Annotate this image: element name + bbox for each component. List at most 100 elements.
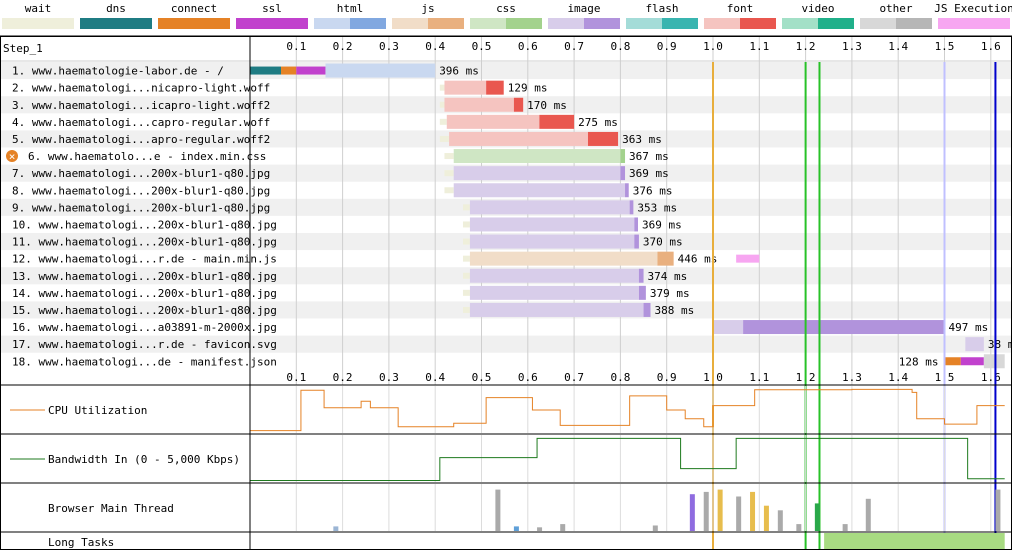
- request-label: 2. www.haematologi...nicapro-light.woff: [12, 82, 270, 95]
- request-row: 8. www.haematologi...200x-blur1-q80.jpg 3…: [12, 183, 672, 198]
- bar-ttfb: [965, 337, 984, 352]
- main-thread-spike: [995, 489, 1001, 531]
- bar-ttfb: [983, 354, 1005, 369]
- bar-wait: [462, 306, 470, 313]
- request-row: 7. www.haematologi...200x-blur1-q80.jpg 3…: [12, 166, 669, 181]
- tick-label: 1.1: [749, 40, 769, 53]
- bar-wait: [444, 187, 454, 194]
- legend-swatch-dark: [428, 18, 464, 29]
- request-label: 6. www.haematolo...e - index.min.css: [28, 150, 266, 163]
- bar-download: [539, 114, 575, 129]
- tick-label: 0.6: [518, 40, 538, 53]
- bar-wait: [439, 84, 445, 91]
- bar-wait: [439, 101, 445, 108]
- axis-ticks-bottom: 0.10.20.30.40.50.60.70.80.91.01.11.21.31…: [286, 371, 1000, 384]
- bar-ttfb: [469, 302, 644, 317]
- bar-download: [629, 200, 634, 215]
- legend-swatch-dark: [350, 18, 386, 29]
- bandwidth-panel: Bandwidth In (0 - 5,000 Kbps): [0, 433, 1012, 482]
- duration-label: 374 ms: [648, 270, 688, 283]
- bar-ttfb: [469, 268, 639, 283]
- request-row: 14. www.haematologi...200x-blur1-q80.jpg…: [12, 285, 690, 300]
- tick-label: 1.4: [888, 40, 908, 53]
- bar-download: [625, 183, 629, 198]
- bar-ttfb: [469, 217, 635, 232]
- tick-label: 0.1: [286, 40, 306, 53]
- bar-connect: [281, 66, 297, 75]
- request-label: 16. www.haematologi...a03891-m-2000x.jpg: [12, 321, 277, 334]
- request-row: 1. www.haematologie-labor.de - / 396 ms: [12, 63, 479, 78]
- tick-label: 0.8: [610, 371, 630, 384]
- bar-ttfb: [453, 149, 621, 164]
- legend-label: other: [879, 2, 912, 15]
- tick-label: 1.2: [796, 40, 816, 53]
- request-label: 17. www.haematologi...r.de - favicon.svg: [12, 338, 277, 351]
- bar-download: [634, 234, 639, 249]
- request-row: 15. www.haematologi...200x-blur1-q80.jpg…: [12, 302, 694, 317]
- bar-ttfb: [469, 285, 639, 300]
- tick-label: 0.5: [472, 371, 492, 384]
- bar-js-exec: [736, 254, 760, 263]
- duration-label: 379 ms: [650, 287, 690, 300]
- main-thread-spike: [717, 489, 723, 531]
- request-row: 4. www.haematologi...capro-regular.woff 2…: [12, 114, 618, 129]
- tick-label: 0.9: [657, 40, 677, 53]
- legend-swatch-light: [80, 18, 116, 29]
- legend-swatch-light: [860, 18, 896, 29]
- tick-label: 0.4: [425, 40, 445, 53]
- bar-wait: [462, 272, 470, 279]
- legend-label: font: [727, 2, 754, 15]
- legend-swatch-light: [392, 18, 428, 29]
- main-thread-spike: [777, 510, 783, 531]
- main-thread-gridlines: [295, 484, 992, 531]
- tick-label: 0.8: [610, 40, 630, 53]
- bandwidth-gridlines: [295, 435, 992, 482]
- legend-swatch-dark: [740, 18, 776, 29]
- bar-ttfb: [325, 63, 436, 78]
- bar-download: [620, 166, 626, 181]
- bar-ttfb: [446, 114, 540, 129]
- duration-label: 129 ms: [508, 82, 548, 95]
- duration-label: 367 ms: [629, 150, 669, 163]
- request-label: 12. www.haematologi...r.de - main.min.js: [12, 253, 277, 266]
- legend-swatch-dark: [584, 18, 620, 29]
- main-thread-spike: [689, 494, 695, 531]
- bar-wait: [439, 135, 450, 142]
- legend-label: image: [567, 2, 600, 15]
- warning-icon: [6, 150, 18, 163]
- request-row: 17. www.haematologi...r.de - favicon.svg…: [12, 337, 1012, 352]
- legend-label: video: [801, 2, 834, 15]
- legend-swatch-light: [236, 18, 272, 29]
- bar-wait: [439, 118, 447, 125]
- main-thread-spike: [560, 524, 566, 531]
- request-row: 9. www.haematologi...200x-blur1-q80.jpg 3…: [12, 200, 677, 215]
- bar-download: [620, 149, 626, 164]
- duration-label: 128 ms: [899, 355, 939, 368]
- cpu-panel: CPU Utilization: [0, 384, 1012, 433]
- tick-label: 0.9: [657, 371, 677, 384]
- legend-swatch-light: [2, 18, 38, 29]
- bar-download: [587, 131, 619, 146]
- main-thread-spike: [537, 527, 543, 531]
- request-row: 10. www.haematologi...200x-blur1-q80.jpg…: [12, 217, 682, 232]
- warning-icon-glyph: ×: [9, 150, 16, 163]
- legend-label: dns: [106, 2, 126, 15]
- tick-label: 0.2: [333, 40, 353, 53]
- bar-connect: [944, 357, 961, 366]
- tick-label: 0.1: [286, 371, 306, 384]
- bar-wait: [462, 289, 470, 296]
- bar-ssl: [960, 357, 984, 366]
- legend-label: html: [337, 2, 364, 15]
- duration-label: 370 ms: [643, 236, 683, 249]
- main-thread-spike: [750, 491, 756, 531]
- duration-label: 497 ms: [949, 321, 989, 334]
- bar-wait: [462, 238, 470, 245]
- main-thread-spike: [736, 496, 742, 531]
- bar-ttfb: [444, 80, 487, 95]
- legend: wait dns connect ssl html js css image flash font…: [2, 2, 1012, 29]
- request-row: 3. www.haematologi...icapro-light.woff2 1…: [12, 97, 567, 112]
- tick-label: 1.4: [888, 371, 908, 384]
- duration-label: 369 ms: [629, 167, 669, 180]
- tick-label: 0.5: [472, 40, 492, 53]
- bandwidth-line: [250, 437, 1005, 482]
